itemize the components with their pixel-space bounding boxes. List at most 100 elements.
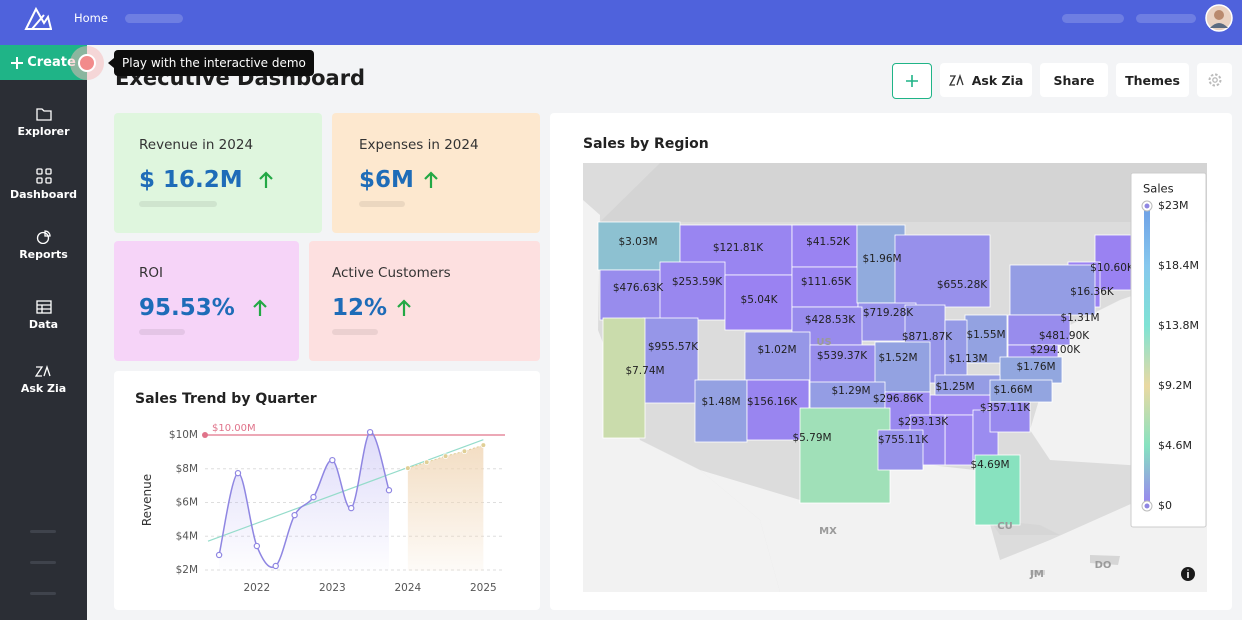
kpi-card[interactable]: ROI 95.53% (114, 241, 299, 361)
kpi-value: $ 16.2M (139, 167, 273, 193)
placeholder (30, 530, 56, 533)
state-label: $10.60K (1090, 262, 1135, 274)
nav-icon (36, 230, 51, 244)
forecast-point (461, 448, 468, 455)
demo-hotspot[interactable] (68, 44, 108, 84)
actual-area (219, 432, 389, 571)
settings-button[interactable] (1197, 63, 1232, 97)
kpi-number: 12% (332, 295, 388, 321)
button-label: Ask Zia (971, 72, 1024, 88)
kpi-card[interactable]: Revenue in 2024 $ 16.2M (114, 113, 322, 233)
state-label: $1.52M (878, 352, 917, 364)
legend-tick-label: $4.6M (1158, 439, 1192, 452)
share-button[interactable]: Share (1040, 63, 1108, 97)
state-label: $294.00K (1030, 344, 1081, 356)
state-label: $253.59K (672, 276, 723, 288)
kpi-card[interactable]: Active Customers 12% (309, 241, 540, 361)
forecast-point (442, 453, 449, 459)
state (1094, 234, 1133, 291)
state-label: $357.11K (980, 402, 1031, 414)
y-tick-label: $2M (176, 564, 198, 576)
x-tick-label: 2025 (470, 582, 497, 594)
state-label: $5.79M (792, 432, 831, 444)
nav-item[interactable]: Ask Zia (0, 364, 87, 395)
home-link[interactable]: Home (74, 11, 108, 25)
state-label: $41.52K (806, 236, 851, 248)
state (877, 429, 924, 471)
state-label: $476.63K (613, 282, 664, 294)
kpi-number: $ 16.2M (139, 167, 243, 193)
nav-item[interactable]: Reports (0, 230, 87, 261)
state-label: $1.02M (757, 344, 796, 356)
data-point (234, 469, 242, 477)
legend-gradient (1144, 206, 1150, 506)
nav-icon (35, 168, 52, 184)
y-axis-label: Revenue (140, 474, 154, 526)
up-arrow (258, 171, 273, 188)
nav-label: Data (28, 318, 59, 331)
forecast-line (407, 444, 484, 469)
y-tick-label: $4M (176, 530, 198, 542)
nav-label: Explorer (17, 125, 70, 138)
state (809, 344, 879, 384)
nav-item[interactable]: Dashboard (0, 168, 87, 201)
kpi-label: ROI (139, 265, 163, 281)
kpi-number: 95.53% (139, 295, 235, 321)
placeholder (332, 329, 378, 335)
nav-icon (35, 108, 52, 121)
canada (600, 163, 1207, 222)
state-label: $1.66M (993, 384, 1032, 396)
y-tick-label: $6M (176, 497, 198, 509)
state-label: $121.81K (713, 242, 764, 254)
placeholder (139, 329, 185, 335)
avatar[interactable] (1205, 4, 1233, 32)
legend-title: Sales (1143, 182, 1174, 196)
x-tick-label: 2022 (243, 582, 270, 594)
top-bar: Home (0, 0, 1242, 45)
data-point (272, 562, 279, 570)
kpi-card[interactable]: Expenses in 2024 $6M (332, 113, 540, 233)
legend-tick-label: $23M (1158, 199, 1189, 212)
nav-label: Ask Zia (20, 382, 67, 395)
state-label: $428.53K (805, 314, 856, 326)
themes-button[interactable]: Themes (1116, 63, 1189, 97)
nav-label: Reports (19, 248, 68, 261)
kpi-label: Active Customers (332, 265, 451, 281)
x-tick-label: 2024 (394, 582, 421, 594)
logo (24, 6, 52, 30)
place-label: CU (997, 521, 1012, 532)
up-arrow (424, 171, 438, 188)
kpi-label: Revenue in 2024 (139, 137, 254, 153)
add-button[interactable] (892, 63, 932, 99)
forecast-area (407, 445, 484, 571)
state (642, 317, 699, 404)
state-label: $111.65K (801, 276, 852, 288)
data-point (291, 511, 298, 519)
state-label: $539.37K (817, 350, 868, 362)
state (602, 317, 646, 439)
state-label: $1.31M (1060, 312, 1099, 324)
state (791, 224, 858, 268)
state-label: $1.48M (701, 396, 740, 408)
placeholder (1062, 14, 1124, 23)
legend-tick-label: $13.8M (1158, 319, 1199, 332)
state (1009, 264, 1096, 316)
nav-item[interactable]: Explorer (0, 107, 87, 138)
state (989, 401, 1031, 433)
data-point (215, 551, 223, 559)
y-tick-label: $10M (169, 429, 198, 441)
nav-label: Dashboard (9, 188, 78, 201)
up-arrow (253, 299, 267, 316)
legend-box (1130, 172, 1207, 528)
state-label: $5.04K (741, 294, 779, 306)
x-tick-label: 2023 (319, 582, 346, 594)
nav-item[interactable]: Data (0, 300, 87, 331)
state-label: $655.28K (937, 279, 988, 291)
kpi-value: 12% (332, 295, 411, 321)
state (599, 269, 671, 321)
reference-dot (202, 432, 208, 439)
kpi-value: 95.53% (139, 295, 267, 321)
ask-zia-button[interactable]: Ask Zia (940, 63, 1032, 97)
data-point (366, 428, 374, 436)
state-label: $1.25M (935, 381, 974, 393)
